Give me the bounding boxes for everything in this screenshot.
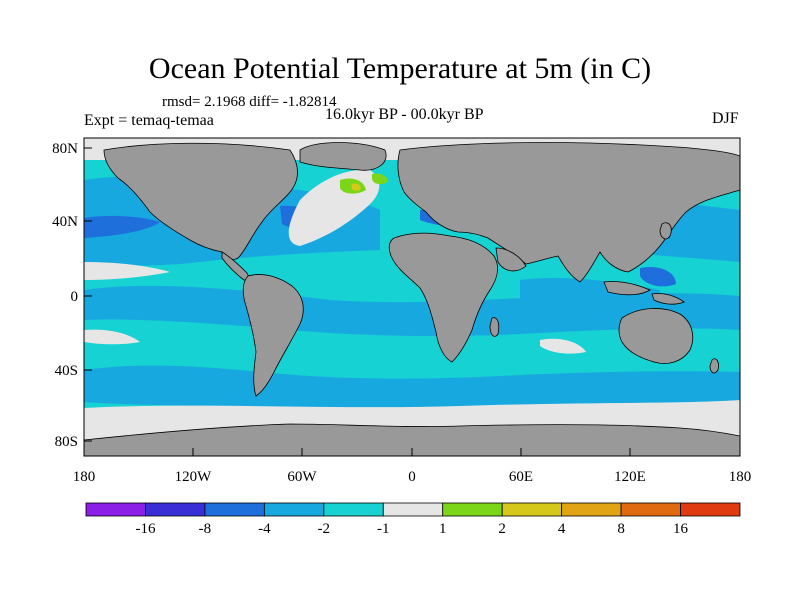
- south-america: [242, 274, 304, 397]
- colorbar-label: 16: [673, 521, 689, 537]
- lat-label: 80S: [55, 434, 78, 450]
- lon-label: 60E: [509, 469, 533, 485]
- colorbar-swatch: [145, 502, 206, 517]
- new-zealand: [709, 358, 719, 374]
- colorbar-swatch: [442, 502, 503, 517]
- experiment-label: Expt = temaq-temaa: [84, 112, 214, 129]
- colorbar-swatch: [620, 502, 681, 517]
- colorbar-label: 8: [617, 521, 625, 537]
- lat-label: 40S: [55, 363, 78, 379]
- lon-label: 180: [73, 469, 96, 485]
- japan: [659, 222, 672, 240]
- map-title: Ocean Potential Temperature at 5m (in C): [148, 52, 652, 85]
- colorbar-label: -16: [135, 521, 155, 537]
- season-label: DJF: [712, 110, 739, 127]
- anomaly-band-plus2: [351, 183, 361, 191]
- arabia: [495, 247, 527, 272]
- colorbar-label: 1: [439, 521, 447, 537]
- colorbar-swatch: [85, 502, 146, 517]
- colorbar-swatch: [680, 502, 741, 517]
- lon-label: 60W: [287, 469, 317, 485]
- lon-label: 120E: [614, 469, 646, 485]
- land-masses: [84, 142, 740, 456]
- colorbar-swatch: [561, 502, 622, 517]
- lon-label: 180: [729, 469, 752, 485]
- period-label: 16.0kyr BP - 00.0kyr BP: [325, 106, 484, 123]
- colorbar-label: 4: [558, 521, 566, 537]
- madagascar: [489, 317, 500, 337]
- colorbar-swatch: [323, 502, 384, 517]
- lon-label: 120W: [175, 469, 213, 485]
- eurasia: [397, 142, 740, 283]
- colorbar-label: -2: [318, 521, 331, 537]
- colorbar-swatch: [501, 502, 563, 517]
- map-ticks: [83, 147, 741, 456]
- australia: [618, 308, 694, 364]
- lat-label: 40N: [52, 214, 78, 230]
- colorbar-label: -4: [258, 521, 271, 537]
- new-guinea: [651, 293, 685, 305]
- colorbar-label: 2: [498, 521, 506, 537]
- lat-label: 80N: [52, 141, 78, 157]
- lon-label: 0: [408, 469, 416, 485]
- antarctica: [84, 423, 740, 456]
- colorbar-swatch: [204, 502, 265, 517]
- greenland: [299, 142, 387, 171]
- colorbar-swatch: [263, 502, 325, 517]
- indonesia: [603, 281, 651, 296]
- latitude-labels: 80N 40N 0 40S 80S: [52, 141, 78, 450]
- colorbar-label: -8: [199, 521, 212, 537]
- africa: [388, 232, 498, 363]
- colorbar-swatch: [382, 502, 444, 517]
- north-america: [103, 142, 298, 260]
- lat-label: 0: [71, 289, 79, 305]
- colorbar: [85, 502, 741, 517]
- colorbar-labels: -16 -8 -4 -2 -1 1 2 4 8 16: [135, 521, 688, 537]
- stats-text: rmsd= 2.1968 diff= -1.82814: [162, 94, 337, 110]
- longitude-labels: 180 120W 60W 0 60E 120E 180: [73, 469, 752, 485]
- colorbar-label: -1: [377, 521, 390, 537]
- map-plot-area: [84, 138, 740, 456]
